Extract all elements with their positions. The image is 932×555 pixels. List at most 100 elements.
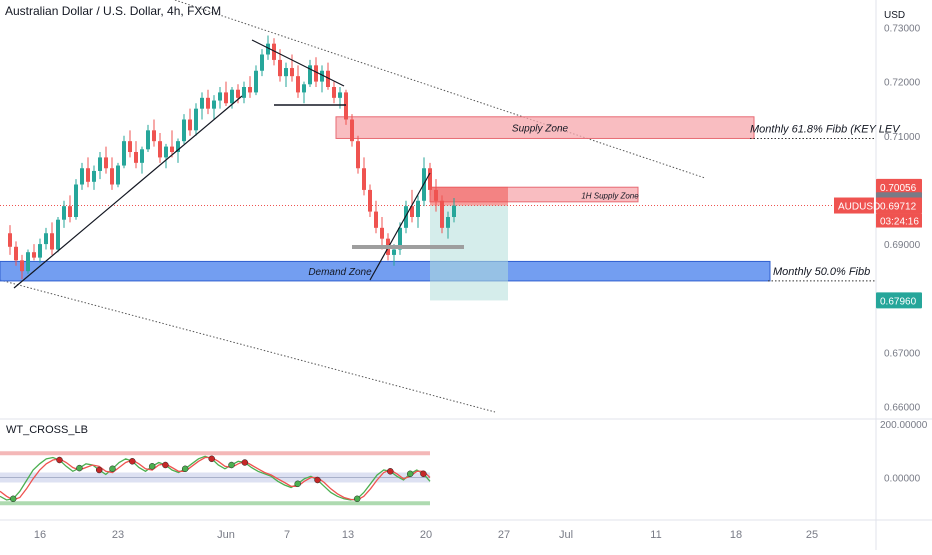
candle-body [440, 200, 444, 228]
candle-body [368, 189, 372, 212]
candle-body [212, 100, 216, 109]
candle-body [188, 119, 192, 131]
osc-tick-label: 200.00000 [880, 420, 928, 431]
osc-histogram [0, 472, 430, 483]
price-badge-text: 0.67960 [880, 296, 917, 307]
candle [32, 244, 36, 261]
candle [452, 198, 456, 223]
candle-body [44, 233, 48, 245]
candle [44, 227, 48, 250]
candle-body [314, 65, 318, 82]
candle-body [128, 141, 132, 152]
candle-body [284, 68, 288, 77]
osc-cross-dot [420, 470, 427, 478]
candle-body [338, 92, 342, 98]
supply-zone-rect [335, 116, 755, 139]
candle-body [20, 260, 24, 272]
candle [20, 254, 24, 280]
candle-body [50, 233, 54, 250]
candle-body [104, 157, 108, 169]
price-badge-text: 0.69712 [880, 202, 917, 213]
candle-body [182, 119, 186, 142]
y-tick-label: 0.72000 [884, 78, 921, 89]
candle-body [242, 87, 246, 98]
price-badge-bg [876, 178, 922, 195]
osc-oversold-band [0, 501, 430, 506]
candle-body [32, 252, 36, 258]
candle-body [146, 130, 150, 150]
candle [194, 103, 198, 136]
candle-body [296, 76, 300, 93]
candle-body [218, 92, 222, 101]
indicator-label: WT_CROSS_LB [6, 424, 88, 436]
price-badge: 0.67960 [876, 292, 922, 309]
candle [38, 238, 42, 264]
osc-cross-dot [208, 455, 215, 463]
candle [152, 119, 156, 147]
x-tick-label: 16 [34, 529, 46, 541]
x-tick-label: Jun [217, 529, 235, 541]
candle [62, 200, 66, 228]
candle [146, 124, 150, 152]
candle-body [356, 141, 360, 169]
candle-body [98, 157, 102, 171]
candle [332, 81, 336, 104]
candle-body [68, 206, 72, 217]
stop-box [430, 186, 508, 206]
countdown-bg [876, 213, 922, 228]
x-tick-label: 13 [342, 529, 354, 541]
candle [134, 141, 138, 169]
candle [440, 195, 444, 234]
candle-body [224, 92, 228, 104]
osc-cross-dot [181, 465, 189, 473]
candle-body [206, 97, 210, 109]
candle [164, 143, 168, 169]
candle [344, 89, 348, 125]
candle-body [176, 141, 180, 152]
candle-body [86, 168, 90, 182]
candle [8, 225, 12, 255]
candle-body [290, 68, 294, 77]
osc-cross-dot [228, 461, 235, 469]
price-badge-text: 0.70056 [880, 183, 917, 194]
demand-zone-rect [0, 260, 771, 282]
candle-body [164, 146, 168, 158]
candle [434, 179, 438, 212]
candle [170, 130, 174, 158]
zone-label: 1H Supply Zone [581, 192, 639, 201]
y-tick-label: 0.71000 [884, 132, 921, 143]
candle-body [26, 252, 30, 272]
candle [50, 222, 54, 255]
y-tick-label: 0.66000 [884, 403, 921, 414]
candle-body [380, 227, 384, 239]
osc-cross-dot [162, 461, 169, 469]
osc-cross-dot [148, 463, 156, 470]
candle [128, 130, 132, 158]
candle-body [194, 108, 198, 131]
candle [374, 200, 378, 234]
candle [350, 114, 354, 147]
candle [320, 65, 324, 93]
candle-body [62, 206, 66, 220]
x-tick-label: 20 [420, 529, 432, 541]
candle-body [80, 168, 84, 185]
osc-cross-dot [406, 470, 414, 478]
candle [380, 217, 384, 250]
y-tick-label: 0.67000 [884, 348, 921, 359]
candle-body [110, 168, 114, 185]
candle [104, 146, 108, 174]
candle [116, 162, 120, 188]
candle [242, 81, 246, 104]
candle [284, 62, 288, 87]
candle-body [116, 165, 120, 185]
candle-body [410, 206, 414, 217]
candle-body [14, 246, 18, 261]
currency-label: USD [884, 10, 906, 21]
candle [14, 241, 18, 266]
candle-body [254, 70, 258, 93]
candle-body [416, 200, 420, 217]
osc-cross-dot [129, 458, 136, 465]
candle-body [326, 70, 330, 87]
